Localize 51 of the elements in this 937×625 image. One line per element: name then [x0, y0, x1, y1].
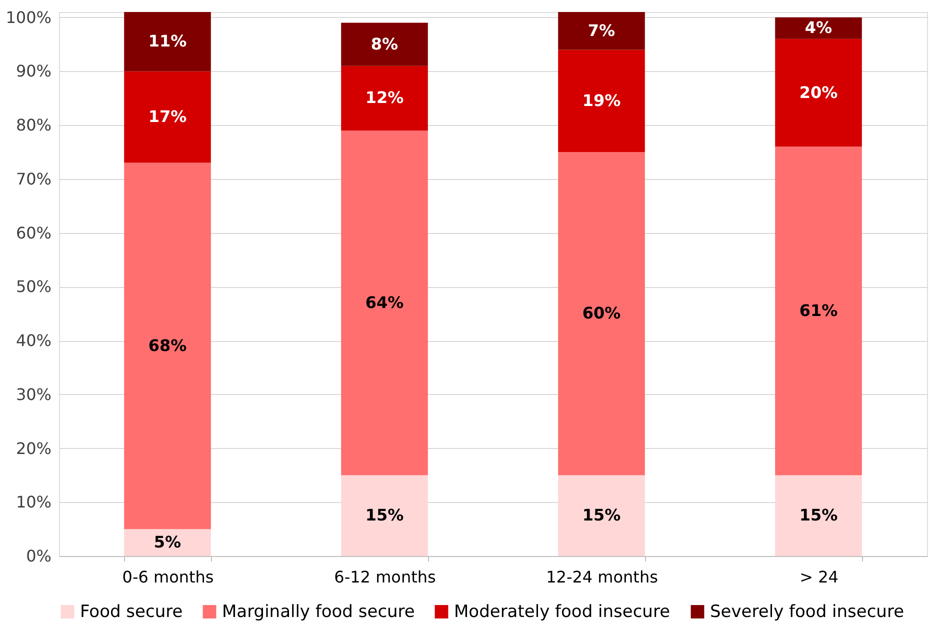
data-label: 68% [148, 336, 187, 355]
y-tick-label: 100% [6, 8, 52, 27]
data-label: 20% [799, 82, 838, 102]
data-label: 11% [148, 32, 187, 51]
data-label: 8% [370, 34, 398, 54]
bar [558, 475, 645, 556]
bar [124, 71, 211, 163]
y-tick-label: 70% [16, 169, 52, 188]
data-label: 15% [799, 506, 838, 525]
legend-label: Severely food insecure [710, 602, 904, 622]
data-label: 64% [365, 292, 404, 312]
y-tick-label: 40% [16, 331, 52, 350]
legend-label: Marginally food secure [222, 602, 415, 622]
bar [558, 12, 645, 50]
data-label: 60% [582, 304, 621, 323]
data-label: 7% [588, 20, 616, 40]
bar [558, 50, 645, 152]
data-label: 4% [804, 18, 832, 38]
bar [558, 152, 645, 476]
bar [124, 529, 211, 556]
x-tick-label: 0-6 months [122, 568, 214, 586]
legend-label: Moderately food insecure [454, 602, 670, 622]
y-tick-label: 80% [16, 116, 52, 135]
bar [775, 475, 862, 556]
bar [775, 146, 862, 476]
legend-label: Food secure [80, 602, 183, 622]
bar [341, 66, 428, 130]
data-label: 12% [365, 88, 404, 108]
bar [124, 12, 211, 72]
data-label: 17% [148, 107, 187, 126]
x-tick-label: 12-24 months [546, 568, 658, 586]
y-tick-label: 0% [26, 546, 52, 566]
y-tick-label: 30% [16, 384, 52, 404]
y-tick-label: 90% [16, 62, 52, 81]
y-tick-label: 50% [16, 277, 52, 296]
data-label: 15% [582, 506, 621, 525]
bar [341, 130, 428, 476]
y-tick-label: 20% [16, 438, 52, 458]
bar [341, 22, 428, 66]
data-label: 61% [799, 300, 838, 320]
y-tick-label: 60% [16, 223, 52, 242]
y-tick-label: 10% [16, 492, 52, 512]
x-tick-label: 6-12 months [334, 568, 436, 586]
data-label: 19% [582, 90, 621, 110]
bar [775, 17, 862, 39]
data-label: 15% [365, 506, 404, 525]
bar [775, 38, 862, 147]
x-tick-label: > 24 [800, 568, 838, 586]
bar [124, 162, 211, 530]
data-label: 5% [154, 532, 182, 552]
bar [341, 475, 428, 556]
